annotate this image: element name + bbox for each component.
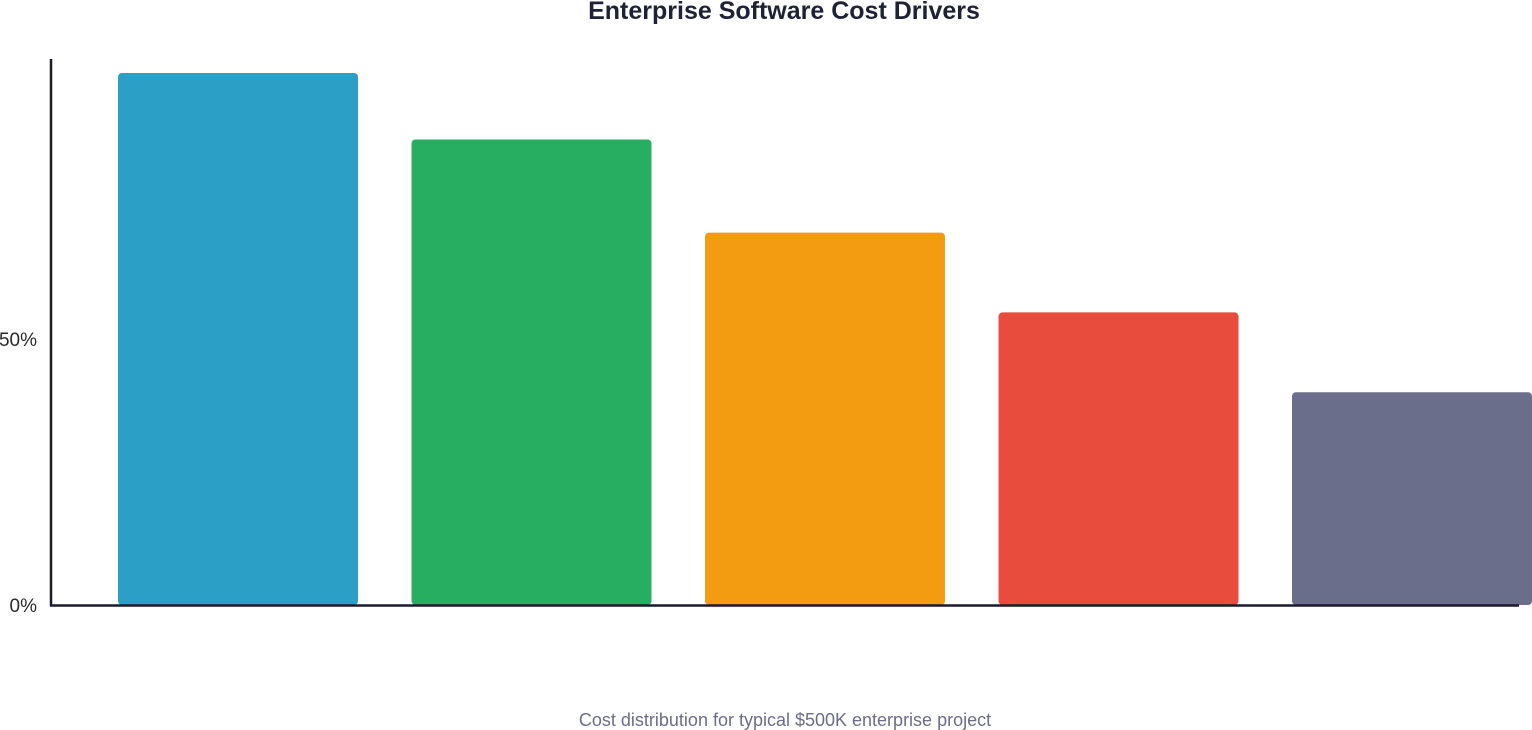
bars-layer — [118, 73, 1532, 605]
chart-title: Enterprise Software Cost Drivers — [588, 0, 980, 25]
bar-1 — [118, 73, 358, 605]
bar-5 — [1292, 392, 1532, 605]
y-tick-label: 0% — [10, 596, 38, 617]
bar-4 — [998, 312, 1239, 605]
y-tick-labels: 0% 50% — [0, 330, 37, 617]
y-tick-label: 50% — [0, 330, 37, 351]
bar-2 — [411, 139, 652, 605]
bar-3 — [705, 232, 945, 605]
chart-subtitle: Cost distribution for typical $500K ente… — [578, 710, 992, 730]
